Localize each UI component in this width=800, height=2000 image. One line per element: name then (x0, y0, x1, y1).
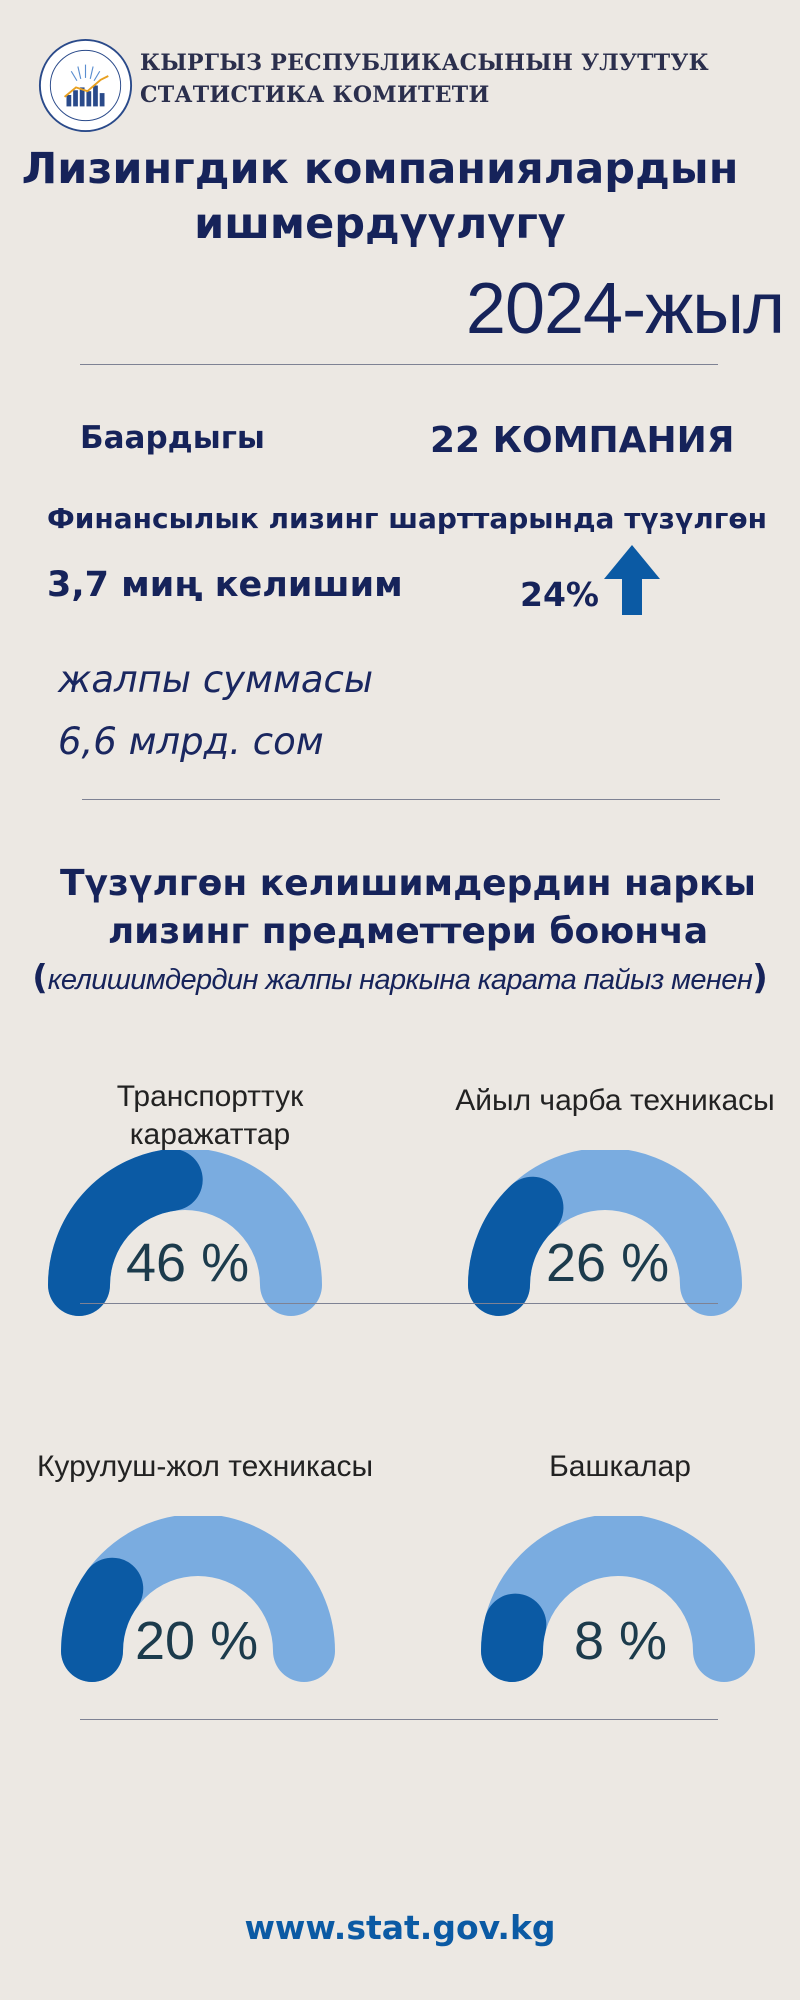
gauge-value-label: 46 % (126, 1233, 250, 1293)
contracts-count: 3,7 миң келишим (47, 565, 403, 605)
statistics-committee-logo-icon (38, 38, 133, 133)
note-close-paren: ) (752, 958, 768, 998)
total-sum-label: жалпы суммасы (58, 658, 374, 701)
divider (80, 1303, 718, 1304)
page-title-line1: Лизингдик компаниялардын (21, 144, 739, 194)
divider (80, 1719, 718, 1720)
gauge-fill (48, 1150, 203, 1316)
finance-leasing-label: Финансылык лизинг шарттарында түзүлгөн (47, 502, 767, 535)
gauge-fill (61, 1557, 144, 1682)
total-label: Баардыгы (80, 420, 265, 456)
organization-name-line1: КЫРГЫЗ РЕСПУБЛИКАСЫНЫН УЛУТТУК (140, 50, 709, 76)
gauge-fill (468, 1176, 564, 1316)
year-label: 2024-жыл (465, 269, 785, 349)
gauge-chart (61, 1516, 335, 1682)
note-open-paren: ( (32, 958, 48, 998)
category-label-line1: Курулуш-жол техникасы (36, 1450, 374, 1483)
category-label-line2: каражаттар (129, 1118, 291, 1151)
category-label: Айыл чарба техникасы (430, 1082, 800, 1120)
gauge-value-label: 8 % (574, 1611, 668, 1671)
growth-value: 24% (520, 575, 599, 614)
divider (82, 799, 720, 800)
gauge-chart (48, 1150, 322, 1316)
gauge-value-label: 26 % (546, 1233, 670, 1293)
total-sum-value: 6,6 млрд. сом (58, 720, 324, 763)
section-title-line1: Түзүлгөн келишимдердин наркы (60, 863, 756, 904)
category-label-line1: Айыл чарба техникасы (455, 1084, 775, 1117)
category-label: Курулуш-жол техникасы (10, 1448, 400, 1486)
gauge-chart (481, 1516, 755, 1682)
gauge-chart (468, 1150, 742, 1316)
gauge-fill (481, 1593, 547, 1682)
organization-name-line2: СТАТИСТИКА КОМИТЕТИ (140, 82, 490, 108)
category-label: Транспорттук каражаттар (60, 1078, 360, 1154)
category-label-line1: Башкалар (549, 1450, 691, 1483)
website-link[interactable]: www.stat.gov.kg (244, 1908, 556, 1947)
page-title-line2: ишмердүүлүгү (194, 199, 566, 249)
section-note: (келишимдердин жалпы наркына карата пайы… (0, 958, 800, 998)
category-label: Башкалар (470, 1448, 770, 1486)
total-value: 22 КОМПАНИЯ (430, 420, 735, 461)
divider (80, 364, 718, 365)
arrow-up-icon (604, 545, 660, 615)
section-title-line2: лизинг предметтери боюнча (107, 911, 709, 952)
category-label-line1: Транспорттук (116, 1080, 304, 1113)
note-text: келишимдердин жалпы наркына карата пайыз… (47, 964, 753, 996)
gauge-value-label: 20 % (135, 1611, 259, 1671)
